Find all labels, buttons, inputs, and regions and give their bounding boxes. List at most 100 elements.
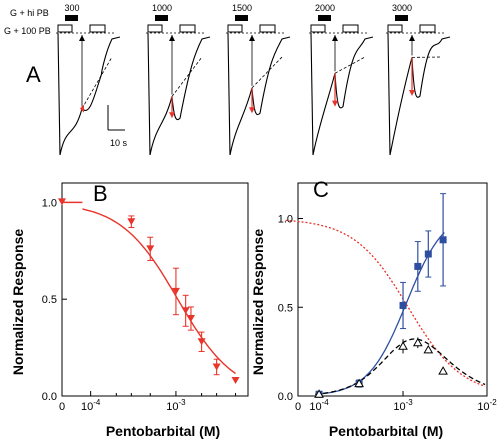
- c-black-data-point: [423, 344, 434, 354]
- b-data-point: [171, 287, 180, 295]
- c-red-dotted-curve: [285, 219, 486, 387]
- c-blue-data-point: [399, 301, 407, 309]
- pb-box-left: [310, 24, 326, 33]
- c-black-data-point: [398, 341, 408, 350]
- legend-100-pb: G + 100 PB: [4, 26, 51, 36]
- b-fit-curve: [82, 208, 236, 375]
- scale-bar: 10 s: [107, 105, 128, 148]
- trace-line: [227, 32, 291, 156]
- arrow-red-head: [332, 100, 338, 107]
- b-y-tick-label: 1.0: [42, 197, 57, 209]
- c-blue-data-point: [439, 236, 447, 244]
- c-x-tick-label: 10-4: [309, 398, 329, 413]
- panel-a-traces: A G + hi PB G + 100 PB 300 1000 1500 2000 30…: [4, 3, 451, 156]
- b-y-tick-label: 0.5: [42, 294, 57, 306]
- pb-box-right: [419, 24, 436, 33]
- b-y-tick-label: 0.0: [42, 391, 57, 403]
- c-blue-data-point: [414, 262, 422, 270]
- b-data-point: [231, 377, 240, 385]
- arrow-black-head: [409, 35, 415, 41]
- trace-2000: 2000: [309, 3, 374, 156]
- pb-box-left: [227, 24, 243, 33]
- trace-line: [57, 32, 121, 156]
- c-black-dashed-fit: [315, 338, 486, 395]
- b-data-point: [186, 315, 195, 323]
- c-plot-area: 0.0 0.5 1.0 0 10-4 10-3 10-2: [278, 182, 497, 413]
- c-x-tick-label: 10-3: [393, 398, 413, 413]
- b-point-zero: [58, 198, 66, 206]
- trace-label-3000: 3000: [392, 3, 412, 13]
- trace-line: [147, 32, 211, 156]
- b-plot-frame: [61, 182, 249, 397]
- c-black-data-point: [354, 378, 364, 388]
- b-x-tick-label: 0: [59, 401, 65, 413]
- arrow-red-head: [80, 104, 84, 113]
- c-blue-fit: [315, 232, 445, 396]
- trace-1500: 1500: [226, 3, 291, 156]
- b-x-tick-label: 10-4: [81, 398, 101, 413]
- trace-3000: 3000: [386, 3, 451, 156]
- extrapolation-dash: [334, 56, 366, 74]
- c-y-tick-label: 0.0: [278, 391, 293, 403]
- extrapolation-dash: [171, 56, 203, 97]
- c-y-tick-label: 0.5: [278, 302, 293, 314]
- extrapolation-dash: [251, 56, 283, 89]
- trace-label-1500: 1500: [232, 3, 252, 13]
- c-x-axis-title: Pentobarbital (M): [329, 423, 443, 439]
- c-black-data-point: [412, 337, 423, 347]
- panel-label-c: C: [313, 177, 329, 202]
- c-black-data-point: [438, 366, 448, 375]
- extrapolation-dash: [81, 56, 113, 109]
- hi-pb-bar: [155, 15, 168, 21]
- c-x-tick-label: 10-2: [477, 398, 497, 413]
- trace-label-2000: 2000: [315, 3, 335, 13]
- panel-c-chart: C Pentobarbital (M) Normalized Response …: [250, 177, 497, 439]
- pb-box-right: [179, 24, 196, 33]
- c-black-data-point: [314, 389, 324, 398]
- panel-b-chart: B Pentobarbital (M) Normalized Response …: [10, 181, 249, 439]
- b-x-tick-label: 10-3: [166, 398, 186, 413]
- arrow-red-head: [249, 107, 255, 114]
- c-blue-data-point: [424, 250, 432, 258]
- pb-box-left: [147, 24, 163, 33]
- hi-pb-bar: [318, 15, 331, 21]
- pb-box-left: [57, 24, 73, 33]
- traces-group: 300 1000 1500 2000 3000: [56, 3, 451, 156]
- b-data-point: [181, 307, 190, 315]
- b-data-point: [127, 218, 136, 226]
- pb-box-left: [387, 24, 403, 33]
- trace-line: [387, 32, 451, 156]
- scale-bar-label: 10 s: [110, 138, 128, 148]
- trace-300: 300: [56, 3, 121, 156]
- trace-1000: 1000: [146, 3, 211, 156]
- b-data-point: [212, 363, 221, 371]
- panel-label-b: B: [93, 181, 108, 206]
- hi-pb-bar: [395, 15, 408, 21]
- c-y-tick-label: 1.0: [278, 214, 293, 226]
- pb-box-right: [342, 24, 359, 33]
- arrow-black-head: [79, 35, 85, 41]
- c-x-tick-label: 0: [295, 401, 301, 413]
- legend-hi-pb: G + hi PB: [10, 8, 49, 18]
- b-data-point: [146, 245, 155, 253]
- arrow-red-head: [409, 90, 415, 97]
- b-plot-area: 0.0 0.5 1.0 0 10-4 10-3: [42, 182, 249, 413]
- pb-box-right: [89, 24, 106, 33]
- panel-label-a: A: [26, 62, 41, 87]
- trace-label-300: 300: [64, 3, 79, 13]
- arrow-black-head: [169, 35, 175, 41]
- c-y-axis-title: Normalized Response: [250, 229, 266, 375]
- pb-box-right: [259, 24, 276, 33]
- arrow-red-head: [169, 112, 175, 119]
- c-plot-frame: [297, 182, 488, 397]
- trace-label-1000: 1000: [152, 3, 172, 13]
- b-y-axis-title: Normalized Response: [10, 229, 26, 375]
- arrow-black-head: [332, 35, 338, 41]
- b-x-axis-title: Pentobarbital (M): [106, 423, 220, 439]
- hi-pb-bar: [65, 15, 78, 21]
- b-data-point: [197, 338, 206, 346]
- trace-line: [310, 32, 374, 156]
- arrow-black-head: [249, 35, 255, 41]
- hi-pb-bar: [235, 15, 248, 21]
